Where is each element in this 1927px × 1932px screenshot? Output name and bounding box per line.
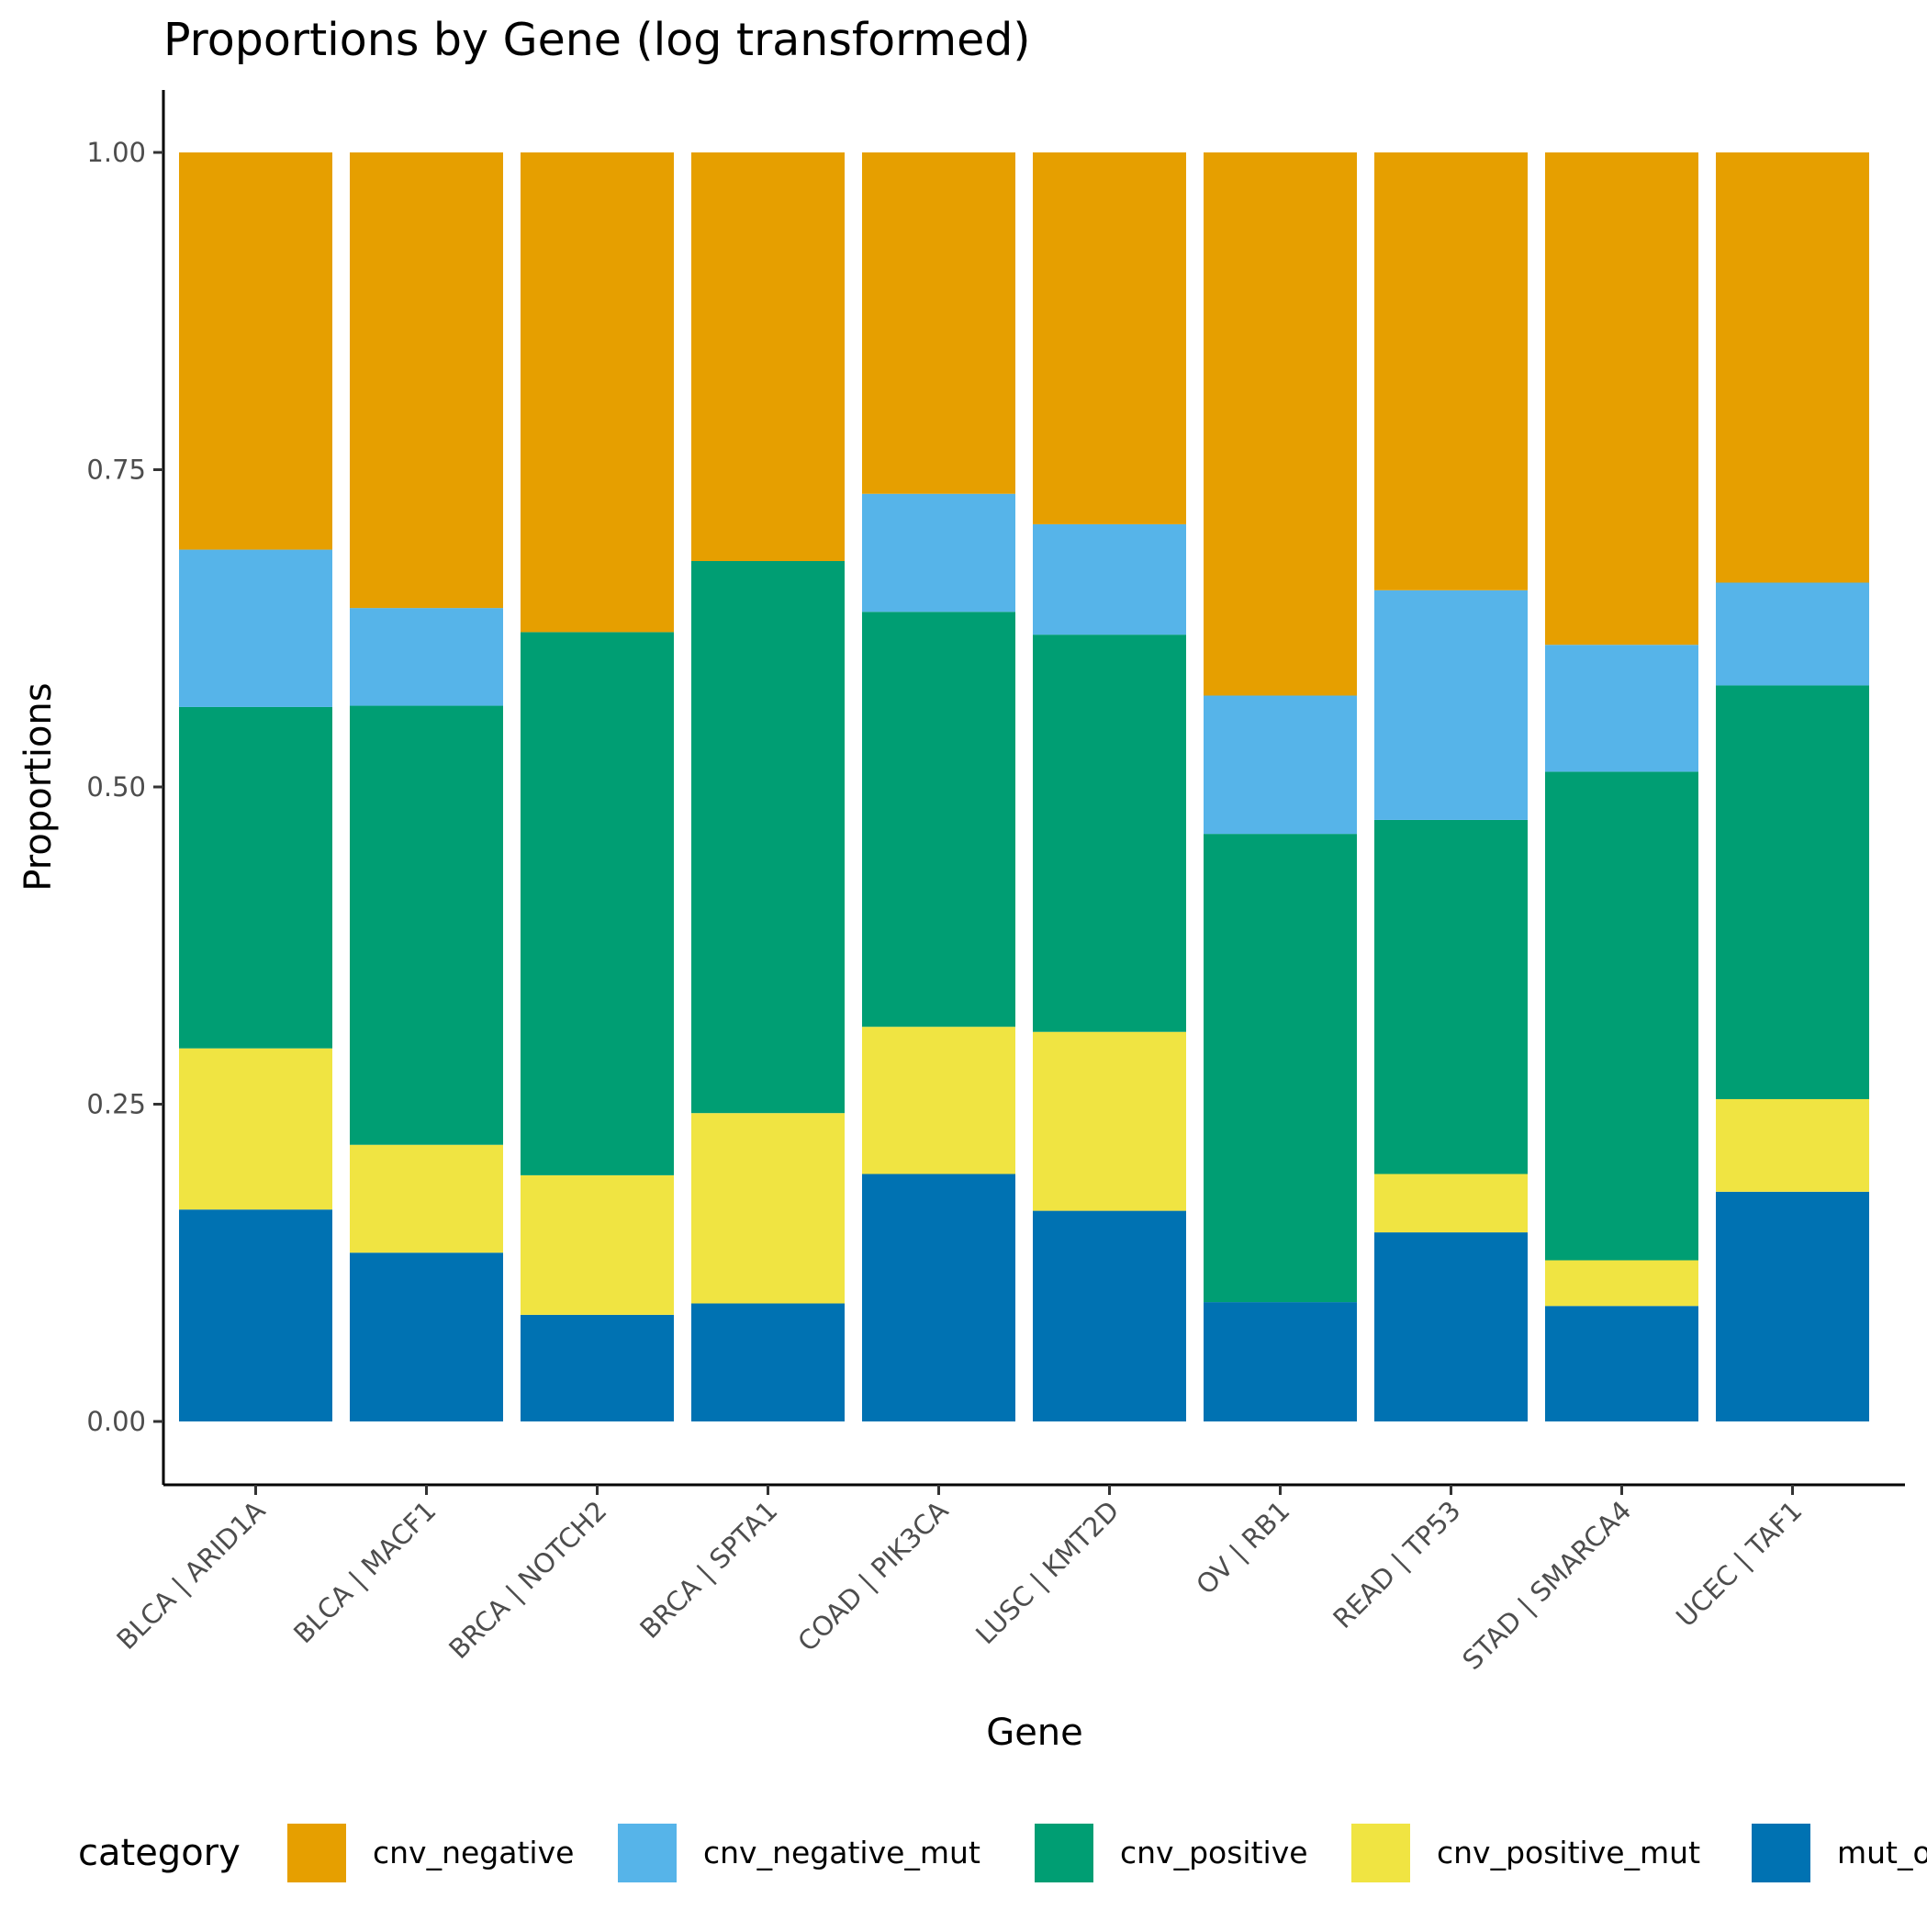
bar-segment-cnv-negative-mut [1545,645,1698,772]
bar-segment-cnv-positive-mut [691,1113,845,1304]
bars-layer [179,152,1869,1421]
bar-segment-cnv-positive-mut [862,1027,1015,1174]
bar-segment-cnv-negative-mut [1204,695,1357,835]
bar-segment-mut-only [691,1303,845,1421]
bar-segment-cnv-positive [179,706,332,1049]
x-axis-title: Gene [986,1712,1083,1754]
y-tick-label: 0.75 [86,455,146,486]
bar-segment-cnv-negative [691,152,845,562]
x-tick-label: BRCA | NOTCH2 [443,1495,612,1665]
bar-segment-mut-only [1033,1210,1186,1421]
y-tick-label: 0.50 [86,771,146,803]
x-tick-label: COAD | PIK3CA [791,1495,954,1657]
legend-label: cnv_positive_mut [1437,1835,1700,1870]
bar-segment-cnv-negative-mut [1374,590,1528,820]
bar-segment-cnv-negative [521,152,674,633]
bar-segment-mut-only [1716,1191,1869,1421]
bar-segment-cnv-positive-mut [350,1144,503,1253]
bar-segment-cnv-negative-mut [1716,582,1869,686]
bar-segment-cnv-positive [1545,771,1698,1261]
chart-title: Proportions by Gene (log transformed) [163,14,1030,66]
bar-segment-cnv-positive [862,612,1015,1028]
bar-segment-cnv-positive [1033,635,1186,1032]
bar-segment-mut-only [521,1314,674,1421]
bar-segment-cnv-positive [350,705,503,1145]
bar-segment-cnv-negative [1033,152,1186,524]
y-tick-label: 1.00 [86,137,146,168]
y-tick-label: 0.25 [86,1089,146,1120]
y-tick-label: 0.00 [86,1406,146,1437]
bar-segment-cnv-positive [1204,834,1357,1303]
legend-key-cnv-negative [287,1824,346,1882]
bar-segment-cnv-positive-mut [179,1048,332,1210]
bar-segment-cnv-positive-mut [521,1174,674,1315]
legend-key-mut-only [1752,1824,1810,1882]
y-axis-title: Proportions [17,682,60,891]
x-tick-label: READ | TP53 [1327,1495,1466,1634]
bar-segment-cnv-negative-mut [1033,523,1186,635]
bar-segment-cnv-positive-mut [1033,1031,1186,1211]
bar-segment-mut-only [1545,1306,1698,1421]
legend-label: cnv_positive [1120,1835,1308,1870]
legend-title: category [78,1832,241,1874]
x-tick-label: UCEC | TAF1 [1670,1495,1808,1633]
bar-segment-mut-only [1374,1232,1528,1421]
bar-segment-cnv-negative [1374,152,1528,590]
bar-segment-cnv-negative [179,152,332,550]
x-tick-label: STAD | SMARCA4 [1456,1495,1637,1676]
bar-segment-cnv-positive-mut [1545,1260,1698,1307]
bar-segment-cnv-positive [521,632,674,1175]
bar-segment-cnv-negative-mut [179,549,332,707]
x-tick-label: LUSC | KMT2D [969,1495,1125,1650]
bar-segment-cnv-positive-mut [1374,1174,1528,1233]
bar-segment-mut-only [179,1209,332,1421]
x-tick-label: BLCA | ARID1A [110,1495,271,1656]
bar-segment-cnv-negative [1716,152,1869,583]
bar-segment-cnv-negative [1545,152,1698,646]
bar-segment-cnv-positive-mut [1716,1098,1869,1192]
bar-segment-mut-only [862,1174,1015,1421]
x-tick-label: OV | RB1 [1190,1495,1295,1601]
bar-segment-cnv-positive [1716,685,1869,1099]
legend-key-cnv-positive-mut [1351,1824,1410,1882]
bar-segment-mut-only [350,1252,503,1421]
bar-segment-cnv-negative-mut [350,608,503,706]
bar-segment-cnv-positive [691,561,845,1114]
x-tick-label: BLCA | MACF1 [287,1495,442,1649]
bar-segment-cnv-negative-mut [862,493,1015,612]
bar-segment-cnv-negative [350,152,503,609]
legend: category cnv_negative cnv_negative_mut cnv… [78,1824,1927,1882]
bar-segment-cnv-positive [1374,819,1528,1174]
bar-segment-mut-only [1204,1302,1357,1421]
legend-key-cnv-positive [1035,1824,1093,1882]
legend-key-cnv-negative-mut [618,1824,677,1882]
bar-segment-cnv-negative [1204,152,1357,696]
legend-label: cnv_negative [373,1835,574,1870]
bar-segment-cnv-negative [862,152,1015,494]
x-tick-label: BRCA | SPTA1 [633,1495,783,1645]
legend-label: mut_o [1837,1835,1927,1870]
legend-label: cnv_negative_mut [703,1835,980,1870]
